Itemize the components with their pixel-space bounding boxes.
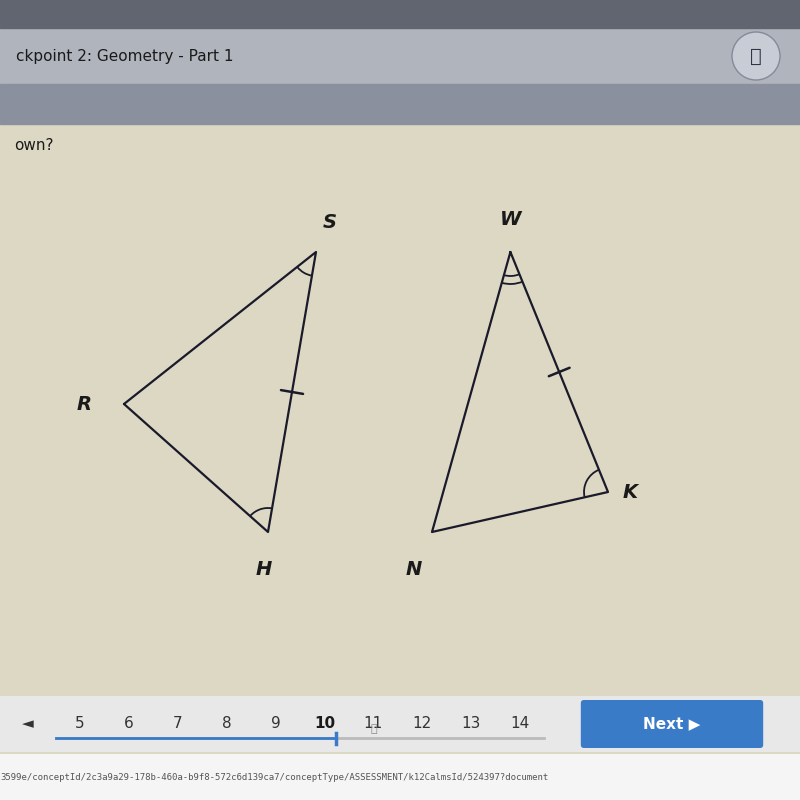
- FancyBboxPatch shape: [12, 128, 788, 676]
- Circle shape: [732, 32, 780, 80]
- Text: 13: 13: [462, 717, 481, 731]
- Text: 10: 10: [314, 717, 335, 731]
- Text: W: W: [500, 210, 521, 229]
- Text: 12: 12: [413, 717, 432, 731]
- Text: Next ▶: Next ▶: [643, 717, 701, 731]
- FancyBboxPatch shape: [0, 696, 800, 752]
- Text: own?: own?: [14, 138, 54, 153]
- FancyBboxPatch shape: [0, 754, 800, 800]
- Bar: [0, 0, 800, 28]
- Text: K: K: [622, 482, 638, 502]
- FancyBboxPatch shape: [581, 700, 763, 748]
- Text: 5: 5: [75, 717, 85, 731]
- Text: 3599e/conceptId/2c3a9a29-178b-460a-b9f8-572c6d139ca7/conceptType/ASSESSMENT/k12C: 3599e/conceptId/2c3a9a29-178b-460a-b9f8-…: [0, 773, 548, 782]
- Text: H: H: [256, 560, 272, 579]
- Text: 𝒊: 𝒊: [370, 724, 377, 734]
- Text: R: R: [77, 394, 92, 414]
- Text: 〈: 〈: [750, 46, 762, 66]
- Bar: [0, 84, 800, 124]
- Text: 6: 6: [124, 717, 134, 731]
- Text: ckpoint 2: Geometry - Part 1: ckpoint 2: Geometry - Part 1: [16, 49, 234, 63]
- Text: ◄: ◄: [22, 717, 34, 731]
- Text: 8: 8: [222, 717, 231, 731]
- Text: 9: 9: [270, 717, 281, 731]
- Text: 7: 7: [173, 717, 182, 731]
- Text: 11: 11: [364, 717, 383, 731]
- Text: 14: 14: [510, 717, 530, 731]
- Bar: [0, 28, 800, 84]
- Text: N: N: [406, 560, 422, 579]
- Text: S: S: [322, 213, 337, 232]
